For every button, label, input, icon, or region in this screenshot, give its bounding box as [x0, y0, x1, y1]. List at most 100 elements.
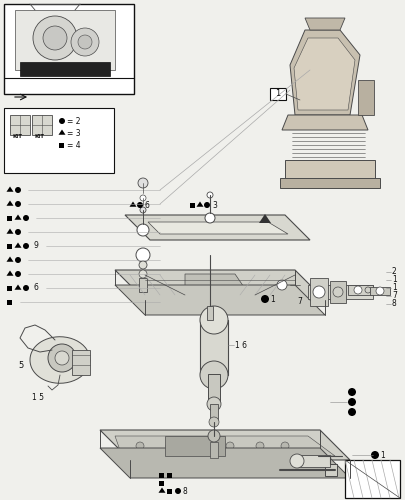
Bar — [329, 281, 345, 303]
Circle shape — [15, 257, 21, 263]
Circle shape — [375, 287, 383, 295]
Circle shape — [78, 35, 92, 49]
Circle shape — [140, 195, 146, 201]
Polygon shape — [100, 448, 349, 478]
Circle shape — [139, 270, 147, 278]
Circle shape — [276, 280, 286, 290]
Circle shape — [55, 351, 69, 365]
Bar — [307, 285, 372, 299]
Text: 8: 8 — [391, 300, 396, 308]
Bar — [190, 202, 195, 207]
Circle shape — [280, 442, 288, 450]
Circle shape — [71, 28, 99, 56]
Bar — [284, 160, 374, 182]
Polygon shape — [289, 30, 359, 115]
Circle shape — [23, 243, 29, 249]
Bar — [20, 62, 110, 76]
Text: 7: 7 — [296, 298, 301, 306]
Bar — [164, 436, 224, 456]
Bar — [209, 442, 217, 458]
Polygon shape — [6, 228, 13, 234]
Circle shape — [43, 26, 67, 50]
Text: 1: 1 — [274, 90, 279, 98]
Bar — [167, 472, 172, 478]
Polygon shape — [115, 270, 324, 300]
Circle shape — [23, 285, 29, 291]
Bar — [207, 306, 213, 320]
Polygon shape — [281, 115, 367, 130]
Text: 5: 5 — [18, 360, 23, 370]
Bar — [159, 472, 164, 478]
Bar — [167, 488, 172, 494]
Bar — [357, 80, 373, 115]
Bar — [139, 278, 147, 292]
Text: 6: 6 — [145, 200, 149, 209]
Polygon shape — [6, 270, 13, 276]
Bar — [209, 404, 217, 422]
Circle shape — [289, 454, 303, 468]
Bar — [344, 460, 399, 498]
Circle shape — [347, 388, 355, 396]
Text: 2: 2 — [391, 268, 396, 276]
Polygon shape — [196, 202, 203, 207]
Circle shape — [226, 442, 233, 450]
Circle shape — [15, 229, 21, 235]
Circle shape — [312, 286, 324, 298]
Text: KIT: KIT — [35, 134, 45, 140]
Bar — [347, 285, 372, 295]
Text: = 3: = 3 — [67, 128, 81, 138]
Circle shape — [15, 271, 21, 277]
Circle shape — [205, 213, 215, 223]
Text: 8: 8 — [183, 486, 187, 496]
Bar — [159, 480, 164, 486]
Polygon shape — [129, 202, 136, 207]
Circle shape — [33, 16, 77, 60]
Circle shape — [200, 361, 228, 389]
Circle shape — [136, 248, 149, 262]
Circle shape — [207, 430, 220, 442]
Bar — [7, 286, 13, 290]
Polygon shape — [15, 242, 21, 248]
Circle shape — [347, 398, 355, 406]
Text: 1 6: 1 6 — [234, 340, 246, 349]
Circle shape — [196, 442, 203, 450]
Bar — [60, 142, 64, 148]
Bar — [324, 464, 336, 476]
Polygon shape — [125, 215, 309, 240]
Bar — [4, 4, 134, 94]
Polygon shape — [258, 214, 270, 223]
Polygon shape — [6, 200, 13, 206]
Bar — [10, 115, 30, 135]
Circle shape — [207, 397, 220, 411]
Polygon shape — [30, 336, 90, 384]
Bar — [7, 300, 13, 304]
Polygon shape — [6, 256, 13, 262]
Bar — [15, 10, 115, 70]
Circle shape — [48, 344, 76, 372]
Bar — [269, 88, 285, 100]
Bar — [32, 115, 52, 135]
Bar — [207, 374, 220, 404]
Polygon shape — [158, 488, 165, 493]
Circle shape — [175, 488, 181, 494]
Circle shape — [203, 202, 209, 208]
Circle shape — [136, 442, 144, 450]
Circle shape — [332, 287, 342, 297]
Polygon shape — [185, 274, 249, 296]
Circle shape — [136, 202, 143, 208]
Circle shape — [364, 287, 370, 293]
Bar — [309, 278, 327, 306]
Text: 1 5: 1 5 — [32, 392, 44, 402]
Polygon shape — [115, 436, 334, 456]
Polygon shape — [293, 38, 354, 110]
Text: 9: 9 — [34, 242, 39, 250]
Bar — [200, 320, 228, 375]
Text: 1: 1 — [391, 284, 396, 292]
Circle shape — [136, 224, 149, 236]
Text: 7: 7 — [391, 292, 396, 300]
Text: 3: 3 — [211, 200, 216, 209]
Text: 1: 1 — [391, 276, 396, 284]
Polygon shape — [304, 18, 344, 30]
Text: 1: 1 — [379, 450, 384, 460]
Polygon shape — [15, 284, 21, 290]
